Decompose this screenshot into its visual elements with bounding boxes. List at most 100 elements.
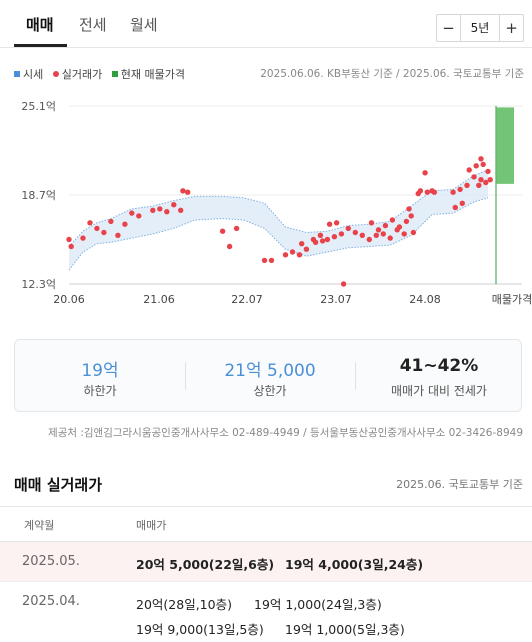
deal-point	[101, 229, 107, 236]
deal-point	[473, 163, 479, 169]
chart-legend: 시세 실거래가 현재 매물가격	[14, 66, 191, 82]
listing-range-bar	[496, 107, 514, 184]
deal-point	[317, 232, 324, 238]
deal-point	[375, 227, 382, 233]
low-price-label: 하한가	[83, 384, 117, 398]
listing-price-range	[495, 106, 514, 284]
x-tick-label: 22.07	[231, 293, 263, 306]
deal-entry: 19억 9,000(13일,5층)	[136, 622, 264, 637]
deal-point	[387, 235, 393, 241]
deal-point	[324, 236, 331, 243]
deal-point	[108, 218, 114, 225]
x-tick-label: 20.06	[53, 293, 85, 306]
legend-market: 시세	[14, 66, 43, 82]
data-provider: 제공처 :김앤김그라시움공인중개사사무소 02-489-4949 / 등서울부동…	[48, 427, 523, 439]
y-tick-label: 18.7억	[21, 189, 56, 202]
tab-jeonse[interactable]: 전세	[79, 16, 107, 34]
period-value: 5년	[470, 21, 490, 35]
deal-point	[471, 174, 477, 180]
deal-point	[431, 189, 437, 195]
deal-point	[403, 218, 410, 225]
deal-point	[410, 229, 417, 236]
summary-divider	[355, 362, 356, 390]
deal-point	[382, 222, 389, 229]
market-band-high-line	[68, 169, 489, 247]
deal-point	[150, 207, 156, 213]
tab-sale[interactable]: 매매	[26, 16, 54, 34]
deal-point	[319, 238, 326, 244]
deal-point	[303, 246, 310, 252]
deal-point	[340, 281, 347, 287]
deal-point	[312, 239, 319, 245]
deal-point	[282, 252, 289, 258]
jeonse-ratio-label: 매매가 대비 전세가	[391, 384, 487, 398]
y-tick-label: 25.1억	[21, 100, 56, 113]
deal-point	[299, 241, 305, 247]
x-tick-label: 24.08	[409, 293, 441, 306]
deal-point	[417, 188, 424, 194]
deal-point	[408, 213, 414, 219]
x-tick-label: 23.07	[320, 293, 352, 306]
legend-actual-label: 실거래가	[61, 68, 103, 81]
deals-section-title: 매매 실거래가	[14, 476, 103, 494]
deal-entry: 19억 1,000(5일,3층)	[285, 622, 405, 637]
deal-point	[464, 182, 470, 188]
summary-high: 21억 5,000 상한가	[185, 340, 355, 411]
deal-point	[219, 228, 226, 234]
deal-entry: 20억 5,000(22일,6층)	[136, 557, 275, 572]
period-decrease-button[interactable]: −	[437, 15, 461, 41]
deal-point	[401, 231, 407, 237]
deal-point	[122, 221, 128, 227]
deal-point	[450, 189, 456, 195]
deal-point	[180, 188, 186, 194]
deal-point	[326, 221, 333, 227]
period-increase-button[interactable]: +	[499, 15, 523, 41]
deal-point	[459, 200, 465, 206]
deal-entry: 20억(28일,10층)	[136, 597, 232, 612]
x-tick-label: 매물가격	[492, 293, 532, 306]
deal-point	[261, 257, 268, 264]
market-band-area	[69, 170, 488, 271]
deal-point	[94, 225, 100, 232]
legend-market-label: 시세	[23, 68, 44, 81]
price-chart[interactable]: 25.1억 18.7억 12.3억 20.06 21.06 22.07 23.07 24.0…	[0, 95, 532, 310]
deal-entry: 19억 4,000(3일,24층)	[285, 557, 424, 572]
row-date: 2025.04.	[22, 594, 80, 609]
deal-point	[452, 204, 458, 211]
deal-point	[226, 243, 233, 250]
deal-point	[233, 225, 240, 232]
deal-point	[87, 220, 93, 226]
price-summary: 19억 하한가 21억 5,000 상한가 41~42% 매매가 대비 전세가	[14, 339, 522, 412]
deal-point	[406, 206, 412, 212]
market-price-band	[68, 169, 489, 271]
deal-point	[268, 257, 275, 264]
deal-point	[389, 217, 396, 223]
x-axis: 20.06 21.06 22.07 23.07 24.08 매물가격	[53, 293, 532, 306]
deal-point	[68, 243, 74, 250]
deal-point	[422, 170, 428, 176]
deal-point	[368, 220, 375, 226]
deal-dot-icon	[52, 71, 59, 77]
deal-point	[129, 210, 135, 216]
market-band-low-line	[68, 197, 489, 271]
summary-divider	[185, 362, 186, 390]
deal-point	[366, 236, 372, 243]
legend-listing-label: 현재 매물가격	[120, 68, 185, 81]
y-tick-label: 12.3억	[21, 278, 56, 291]
legend-actual: 실거래가	[52, 66, 103, 82]
listing-swatch-icon	[111, 71, 118, 77]
high-price-value: 21억 5,000	[224, 361, 316, 381]
deal-point	[485, 168, 491, 175]
deal-point	[396, 224, 403, 230]
deal-point	[157, 206, 163, 212]
deal-point	[359, 232, 365, 238]
deal-point	[289, 249, 296, 255]
tab-monthly-rent[interactable]: 월세	[130, 16, 158, 34]
high-price-label: 상한가	[253, 384, 287, 398]
deal-point	[115, 232, 121, 238]
deal-point	[478, 156, 484, 162]
summary-low: 19억 하한가	[15, 340, 185, 411]
deals-section-source: 2025.06. 국토교통부 기준	[396, 478, 523, 491]
deal-points	[66, 156, 493, 287]
deal-point	[380, 231, 386, 237]
